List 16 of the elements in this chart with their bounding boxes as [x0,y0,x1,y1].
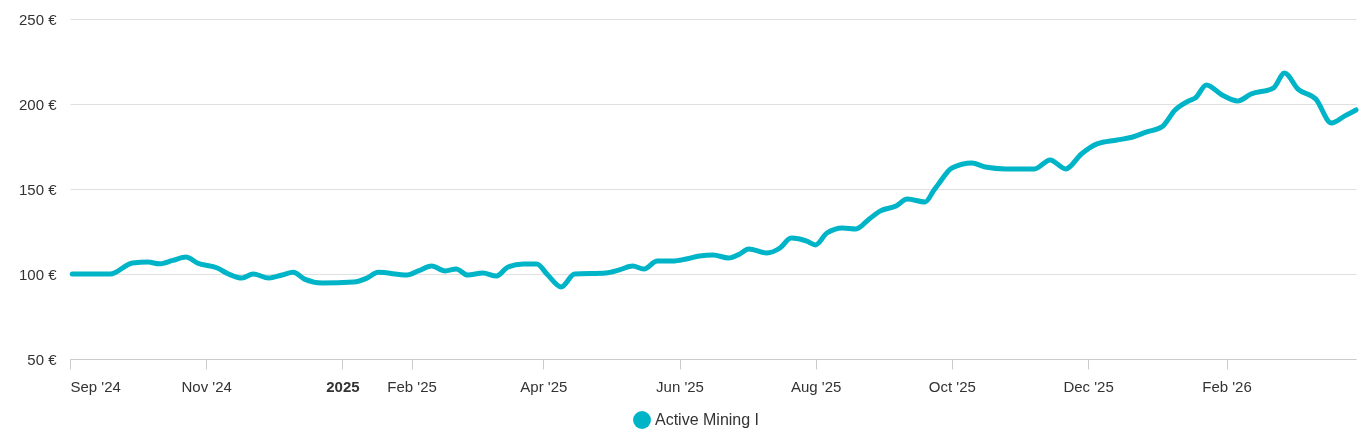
x-tick-label: 2025 [326,377,360,395]
x-tick-label: Aug '25 [791,377,842,395]
x-tick-label: Apr '25 [520,377,568,395]
x-tick-label: Nov '24 [181,377,232,395]
x-tick-label: Jun '25 [656,377,704,395]
y-tick-label: 100 € [18,265,58,283]
legend-label: Active Mining I [655,411,760,428]
y-tick-label: 150 € [18,180,58,198]
x-tick-label: Oct '25 [928,377,976,395]
y-tick-label: 200 € [18,95,58,113]
x-tick-label: Feb '26 [1202,377,1252,395]
y-tick-label: 50 € [27,350,58,368]
y-tick-label: 250 € [18,10,58,28]
x-tick-label: Dec '25 [1063,377,1114,395]
x-tick-label: Sep '24 [70,377,121,395]
x-tick-label: Feb '25 [387,377,437,395]
